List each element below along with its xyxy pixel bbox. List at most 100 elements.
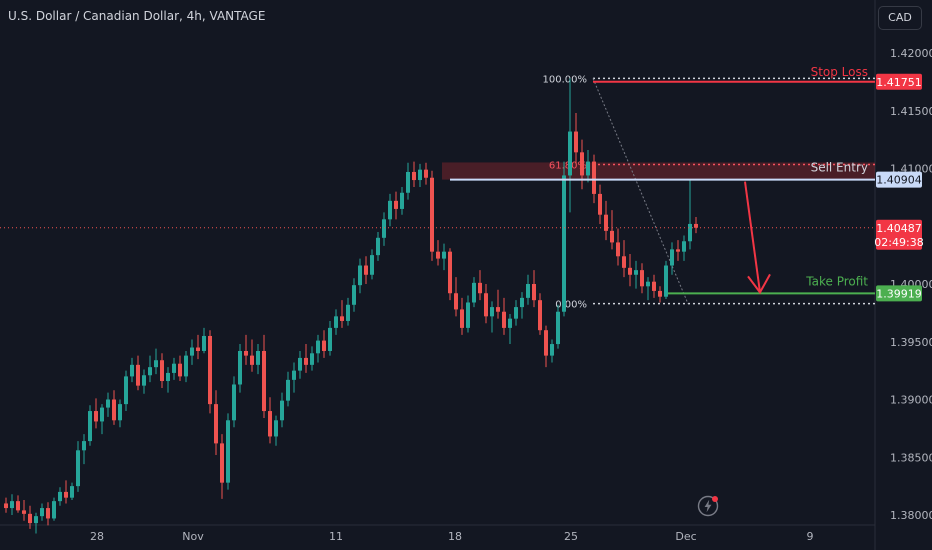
take-profit-price-tag: 1.39919 <box>876 285 922 302</box>
candle <box>202 335 206 351</box>
candle <box>184 355 188 377</box>
fib-label-618: 61.80% <box>549 160 587 171</box>
candle <box>76 450 80 487</box>
fib-trend-line <box>592 78 689 304</box>
candle <box>502 311 506 328</box>
candle <box>400 192 404 209</box>
candle <box>430 177 434 252</box>
candle <box>688 223 692 242</box>
take-profit-label: Take Profit <box>805 274 868 288</box>
candle <box>376 237 380 256</box>
y-tick-label: 1.38000 <box>890 509 932 522</box>
candle <box>124 376 128 405</box>
candle <box>238 350 242 385</box>
candle <box>364 265 368 275</box>
candle <box>598 193 602 215</box>
take-profit-price-tag-bg <box>876 285 922 302</box>
stop-loss-price-tag: 1.41751 <box>876 73 922 90</box>
y-tick-label: 1.42000 <box>890 47 932 60</box>
candle <box>646 281 650 287</box>
candle <box>142 375 146 386</box>
sell-entry-price-tag-bg <box>876 171 922 188</box>
candle <box>676 249 680 252</box>
candle <box>262 350 266 412</box>
candle <box>70 486 74 498</box>
candle <box>334 316 338 328</box>
candle <box>154 360 158 368</box>
candle <box>382 219 386 238</box>
candle <box>328 327 332 351</box>
candle <box>214 404 218 444</box>
candle <box>244 350 248 356</box>
candle <box>628 267 632 275</box>
candle <box>46 508 50 519</box>
candle <box>424 169 428 178</box>
current-price-text: 1.40487 <box>876 222 922 235</box>
candle <box>622 256 626 268</box>
y-tick-label: 1.39500 <box>890 336 932 349</box>
candle <box>268 411 272 437</box>
candle <box>640 270 644 287</box>
candle <box>340 316 344 321</box>
candle <box>532 284 536 301</box>
candle <box>310 353 314 365</box>
candle <box>370 255 374 275</box>
take-profit-price-tag-text: 1.39919 <box>876 287 922 300</box>
candle <box>118 404 122 421</box>
candle <box>226 420 230 483</box>
candle <box>634 270 638 275</box>
lightning-icon[interactable] <box>697 495 719 517</box>
currency-button[interactable]: CAD <box>878 6 922 30</box>
candle <box>250 355 254 365</box>
resistance-zone <box>442 162 875 180</box>
candle <box>274 420 278 437</box>
candle <box>682 241 686 252</box>
candle <box>64 491 68 498</box>
candle <box>34 516 38 524</box>
y-tick-label: 1.38500 <box>890 451 932 464</box>
candle <box>106 399 110 408</box>
candle <box>292 370 296 380</box>
trade-arrow-head <box>747 273 771 295</box>
candle <box>568 131 572 176</box>
candle <box>10 501 14 509</box>
y-tick-label: 1.41500 <box>890 105 932 118</box>
candle <box>574 131 578 153</box>
candle <box>454 293 458 310</box>
candle <box>286 379 290 401</box>
x-tick-label: 11 <box>329 530 343 543</box>
candle <box>556 311 560 345</box>
candle <box>550 344 554 356</box>
candle <box>442 251 446 259</box>
candle <box>388 200 392 220</box>
candle <box>88 411 92 442</box>
candle <box>232 384 236 421</box>
candle <box>322 340 326 351</box>
candle <box>466 302 470 328</box>
candle <box>418 169 422 181</box>
candle <box>508 318 512 328</box>
candle <box>484 293 488 317</box>
candle <box>652 281 656 291</box>
candle <box>406 171 410 193</box>
candle <box>220 443 224 483</box>
x-tick-label: 9 <box>807 530 814 543</box>
x-tick-label: 28 <box>90 530 104 543</box>
candle <box>100 407 104 422</box>
y-tick-label: 1.39000 <box>890 394 932 407</box>
x-tick-label: Dec <box>675 530 696 543</box>
candle <box>256 350 260 365</box>
candle <box>22 510 26 514</box>
candle <box>28 513 32 524</box>
candle <box>130 364 134 377</box>
candle <box>358 265 362 286</box>
stop-loss-label: Stop Loss <box>811 65 868 79</box>
candle <box>472 282 476 303</box>
candle <box>190 347 194 356</box>
candle <box>52 501 56 519</box>
candle <box>460 309 464 328</box>
candle <box>352 285 356 305</box>
